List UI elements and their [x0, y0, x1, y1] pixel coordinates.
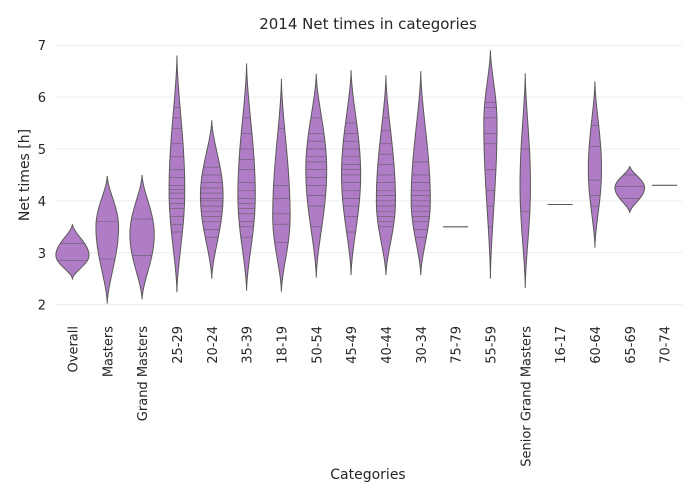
violin-body	[305, 73, 328, 278]
y-tick-label: 7	[38, 39, 46, 54]
violin-50-54	[305, 73, 328, 278]
x-tick-label: 50-54	[310, 326, 325, 364]
x-tick-label: 45-49	[345, 326, 360, 364]
x-tick-label: 30-34	[415, 326, 430, 364]
x-tick-label: 55-59	[484, 326, 499, 364]
violin-35-39	[237, 63, 256, 291]
x-tick-label: 70-74	[659, 326, 674, 364]
violin-55-59	[483, 50, 498, 279]
violin-40-44	[375, 75, 397, 276]
x-tick-label: 25-29	[171, 326, 186, 364]
chart-title: 2014 Net times in categories	[259, 15, 477, 33]
violin-60-64	[587, 81, 603, 248]
y-axis-ticks: 2 3 4 5 6 7	[38, 39, 46, 313]
violin-overall	[55, 224, 90, 281]
violin-grand-masters	[129, 174, 155, 300]
y-axis-label: Net times [h]	[17, 129, 33, 221]
violin-25-29	[168, 55, 186, 293]
violin-body	[587, 81, 603, 248]
violin-65-69	[614, 165, 646, 213]
x-tick-label: Overall	[66, 326, 81, 372]
y-tick-label: 4	[38, 195, 46, 210]
x-tick-label: 18-19	[275, 326, 290, 364]
violin-30-34	[410, 71, 431, 276]
violin-body	[483, 50, 498, 279]
x-tick-label: Grand Masters	[136, 326, 151, 421]
y-tick-label: 6	[38, 91, 46, 106]
x-axis-label: Categories	[330, 467, 405, 483]
x-tick-label: 60-64	[589, 326, 604, 364]
y-tick-label: 5	[38, 143, 46, 158]
violin-45-49	[341, 70, 362, 276]
violins	[55, 50, 678, 304]
x-tick-label: 75-79	[450, 326, 465, 364]
violin-masters	[95, 175, 120, 304]
violin-18-19	[272, 78, 291, 292]
x-tick-label: 20-24	[206, 326, 221, 364]
violin-senior-grand-masters	[519, 73, 531, 289]
x-tick-label: 16-17	[554, 326, 569, 364]
violin-body	[199, 120, 224, 279]
violin-body	[614, 165, 646, 213]
violin-body	[129, 174, 155, 300]
violin-body	[237, 63, 256, 291]
violin-body	[168, 55, 186, 293]
x-tick-label: 35-39	[241, 326, 256, 364]
x-tick-label: Masters	[101, 326, 116, 377]
violin-body	[341, 70, 362, 276]
violin-body	[55, 224, 90, 281]
violin-body	[95, 175, 120, 304]
violin-body	[519, 73, 531, 289]
y-tick-label: 3	[38, 247, 46, 262]
x-tick-label: 40-44	[380, 326, 395, 364]
violin-20-24	[199, 120, 224, 279]
x-tick-label: Senior Grand Masters	[519, 326, 534, 467]
x-axis-ticks: Overall Masters Grand Masters 25-29 20-24 35-…	[66, 326, 673, 467]
y-tick-label: 2	[38, 299, 46, 314]
x-tick-label: 65-69	[624, 326, 639, 364]
grid-lines	[55, 44, 682, 306]
violin-body	[410, 71, 431, 276]
